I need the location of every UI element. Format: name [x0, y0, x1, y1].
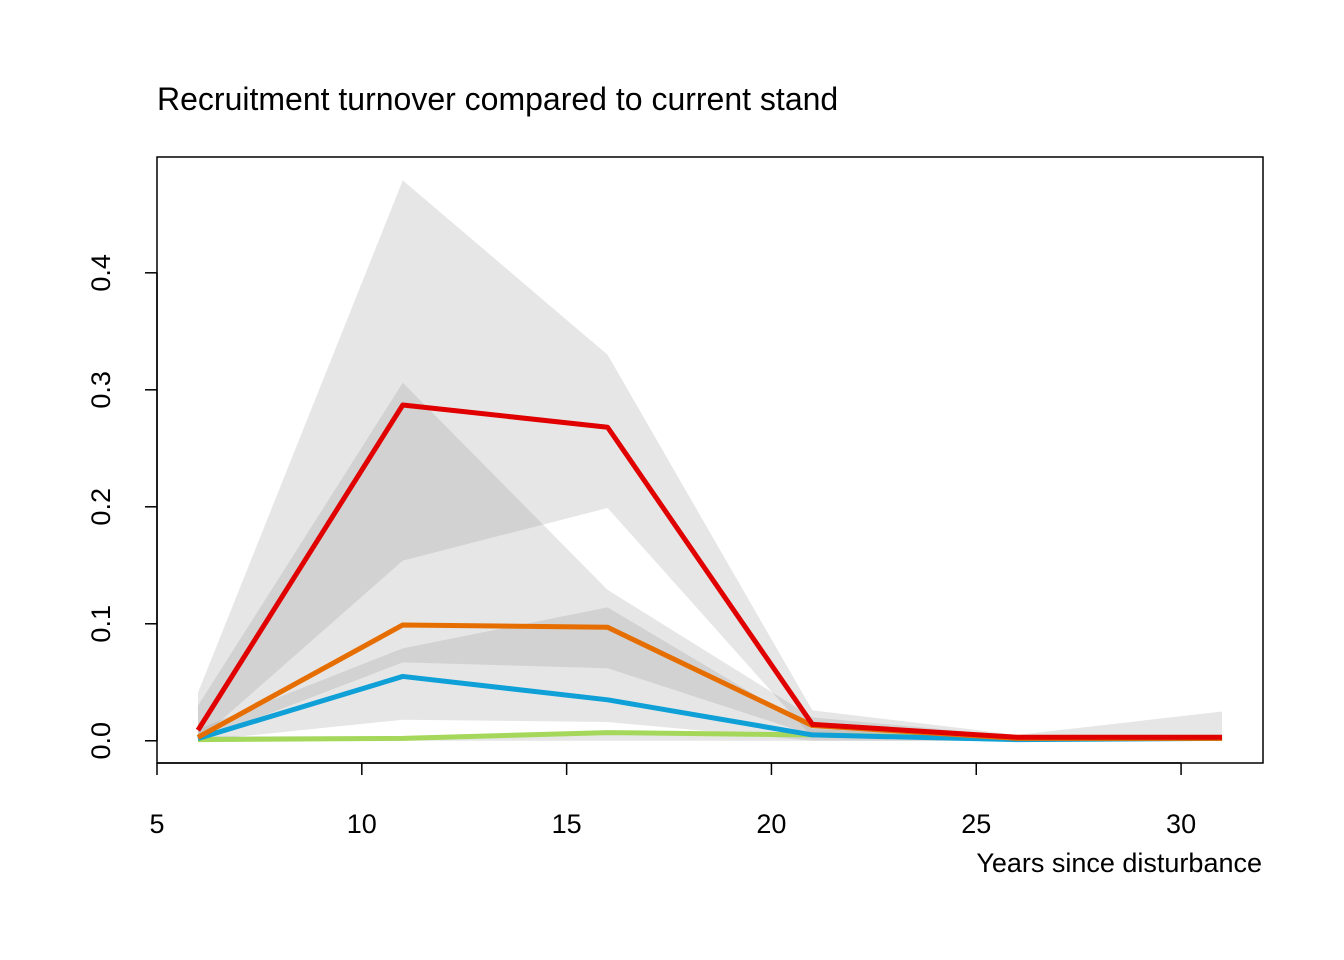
y-tick-label: 0.0 — [86, 722, 116, 760]
x-tick-label: 25 — [961, 809, 991, 839]
x-tick-label: 5 — [149, 809, 164, 839]
confidence-band — [197, 382, 1223, 741]
x-tick-label: 30 — [1166, 809, 1196, 839]
chart-title: Recruitment turnover compared to current… — [157, 81, 838, 117]
x-tick-label: 10 — [347, 809, 377, 839]
confidence-band — [197, 180, 1223, 741]
y-tick-label: 0.2 — [86, 488, 116, 526]
x-tick-label: 20 — [756, 809, 786, 839]
y-tick-label: 0.1 — [86, 605, 116, 643]
x-axis-label: Years since disturbance — [976, 848, 1262, 878]
y-tick-label: 0.3 — [86, 371, 116, 409]
x-tick-label: 15 — [552, 809, 582, 839]
y-tick-label: 0.4 — [86, 254, 116, 292]
series-line — [195, 402, 1223, 740]
